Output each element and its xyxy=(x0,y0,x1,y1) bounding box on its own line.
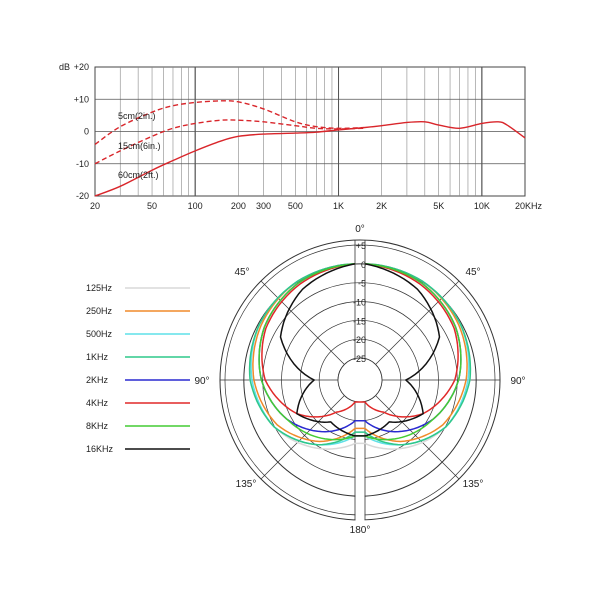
legend-label: 4KHz xyxy=(86,398,109,408)
polar-legend: 125Hz 250Hz 500Hz 1KHz 2KHz 4KHz 8KHz 16KHz xyxy=(86,283,190,454)
freq-x-tick-label: 5K xyxy=(433,201,444,211)
polar-angle-label: 45° xyxy=(234,267,249,278)
polar-spoke xyxy=(260,395,345,480)
freq-x-tick-label: 1K xyxy=(333,201,344,211)
polar-angle-label: 0° xyxy=(355,224,365,235)
freq-y-tick-label: +10 xyxy=(74,94,89,104)
freq-y-axis-label: dB xyxy=(59,62,70,72)
polar-angle-label: 90° xyxy=(510,376,525,387)
polar-radial-tick-label: -5 xyxy=(358,279,366,289)
freq-series-line xyxy=(94,120,526,197)
polar-radial-tick-label: -20 xyxy=(353,335,366,345)
polar-angle-label: 45° xyxy=(465,267,480,278)
legend-label: 8KHz xyxy=(86,421,109,431)
freq-x-tick-label: 200 xyxy=(231,201,246,211)
freq-y-tick-label: -20 xyxy=(76,191,89,201)
polar-angle-label: 135° xyxy=(236,479,257,490)
freq-x-tick-label: 10K xyxy=(474,201,490,211)
freq-y-tick-label: -10 xyxy=(76,159,89,169)
freq-series-line xyxy=(94,119,364,165)
freq-x-tick-label: 50 xyxy=(147,201,157,211)
polar-angle-label: 180° xyxy=(350,525,371,536)
polar-series-line xyxy=(252,263,468,443)
polar-radial-tick-label: -25 xyxy=(353,354,366,364)
polar-angle-label: 135° xyxy=(463,479,484,490)
freq-series-label: 5cm(2in.) xyxy=(118,111,156,121)
polar-angle-label: 90° xyxy=(194,376,209,387)
legend-label: 2KHz xyxy=(86,375,109,385)
freq-y-tick-label: +20 xyxy=(74,62,89,72)
polar-bottom-gap xyxy=(355,402,365,522)
polar-radial-tick-label: +5 xyxy=(356,241,366,251)
freq-x-tick-label: 500 xyxy=(288,201,303,211)
polar-spoke xyxy=(260,280,345,365)
freq-y-tick-label: 0 xyxy=(84,127,89,137)
legend-label: 125Hz xyxy=(86,283,113,293)
polar-radial-tick-label: -15 xyxy=(353,316,366,326)
freq-series-label: 60cm(2ft.) xyxy=(118,170,159,180)
polar-pattern-chart: +5 0 -5 -10 -15 -20 -25 0° 45° 90° 135° 180° 135° 90°… xyxy=(194,224,525,536)
polar-series-line xyxy=(261,263,459,418)
freq-x-tick-label: 2K xyxy=(376,201,387,211)
freq-x-tick-label: 100 xyxy=(188,201,203,211)
legend-label: 500Hz xyxy=(86,329,113,339)
freq-x-tick-label: 20KHz xyxy=(515,201,543,211)
freq-x-tick-label: 20 xyxy=(90,201,100,211)
freq-series-line xyxy=(94,100,364,145)
legend-label: 16KHz xyxy=(86,444,114,454)
polar-spoke xyxy=(375,280,460,365)
polar-radial-tick-label: 0 xyxy=(361,260,366,270)
freq-x-tick-label: 300 xyxy=(256,201,271,211)
polar-series-line xyxy=(248,263,472,446)
polar-radial-tick-label: -10 xyxy=(353,298,366,308)
polar-series-line xyxy=(279,263,441,437)
legend-label: 1KHz xyxy=(86,352,109,362)
polar-spoke xyxy=(375,395,460,480)
legend-label: 250Hz xyxy=(86,306,113,316)
polar-center xyxy=(337,357,383,403)
freq-series-label: 15cm(6in.) xyxy=(118,141,161,151)
